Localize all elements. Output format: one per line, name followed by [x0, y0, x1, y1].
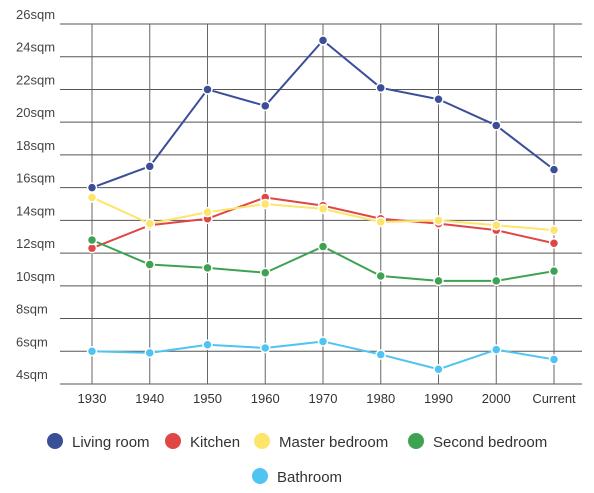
data-point-master-bedroom[interactable]	[260, 198, 271, 210]
data-point-second-bedroom[interactable]	[144, 259, 155, 270]
data-point-master-bedroom[interactable]	[548, 224, 560, 236]
legend-label: Master bedroom	[279, 434, 388, 451]
data-point-living-room[interactable]	[86, 182, 98, 193]
x-tick-label: 1940	[135, 391, 164, 406]
data-point-kitchen[interactable]	[548, 238, 560, 249]
y-tick-label: 14sqm	[16, 203, 55, 218]
data-point-living-room[interactable]	[317, 35, 329, 46]
data-point-master-bedroom[interactable]	[433, 215, 444, 226]
legend-label: Kitchen	[190, 434, 240, 451]
data-point-living-room[interactable]	[375, 82, 386, 94]
legend-swatch	[165, 433, 181, 449]
data-point-bathroom[interactable]	[375, 349, 386, 360]
data-point-living-room[interactable]	[491, 120, 502, 131]
legend-label: Second bedroom	[433, 434, 547, 451]
y-tick-label: 24sqm	[16, 40, 55, 55]
data-point-bathroom[interactable]	[548, 354, 560, 365]
data-point-bathroom[interactable]	[144, 347, 155, 359]
data-point-master-bedroom[interactable]	[491, 220, 502, 231]
legend-item-bathroom[interactable]: Bathroom	[252, 468, 342, 486]
legend: Living room Kitchen Master bedroom Second b…	[47, 433, 547, 486]
data-point-second-bedroom[interactable]	[260, 267, 271, 278]
legend-item-living-room[interactable]: Living room	[47, 433, 150, 451]
data-point-living-room[interactable]	[548, 164, 560, 175]
legend-swatch	[408, 433, 424, 449]
series-second-bedroom	[86, 234, 560, 287]
x-tick-label: 2000	[482, 391, 511, 406]
data-point-bathroom[interactable]	[202, 339, 213, 350]
y-tick-label: 6sqm	[16, 334, 48, 349]
series-living-room	[86, 35, 560, 193]
y-axis-ticks: 4sqm 6sqm 8sqm 10sqm 12sqm 14sqm 16sqm 18sqm 20s…	[16, 7, 55, 382]
data-point-bathroom[interactable]	[491, 344, 502, 355]
legend-item-second-bedroom[interactable]: Second bedroom	[408, 433, 547, 451]
x-tick-label: 1950	[193, 391, 222, 406]
x-tick-label: 1980	[366, 391, 395, 406]
x-tick-label: 1970	[309, 391, 338, 406]
legend-item-master-bedroom[interactable]: Master bedroom	[254, 433, 388, 451]
data-point-second-bedroom[interactable]	[202, 262, 213, 274]
data-point-second-bedroom[interactable]	[317, 241, 329, 252]
data-point-second-bedroom[interactable]	[375, 270, 386, 282]
legend-swatch	[254, 433, 270, 449]
data-point-bathroom[interactable]	[86, 346, 98, 357]
series	[86, 35, 560, 375]
y-tick-label: 10sqm	[16, 269, 55, 284]
legend-swatch	[252, 468, 268, 484]
y-tick-label: 16sqm	[16, 171, 55, 186]
x-axis-ticks: 1930 1940 1950 1960 1970 1980 1990 2000 Current	[78, 391, 577, 406]
data-point-master-bedroom[interactable]	[375, 216, 386, 228]
legend-label: Living room	[72, 434, 150, 451]
x-tick-label: 1960	[251, 391, 280, 406]
data-point-bathroom[interactable]	[317, 336, 329, 347]
y-tick-label: 22sqm	[16, 72, 55, 87]
data-point-master-bedroom[interactable]	[317, 203, 329, 215]
series-bathroom	[86, 336, 560, 375]
y-tick-label: 4sqm	[16, 367, 48, 382]
data-point-living-room[interactable]	[202, 84, 213, 95]
y-tick-label: 8sqm	[16, 302, 48, 317]
legend-swatch	[47, 433, 63, 449]
legend-item-kitchen[interactable]: Kitchen	[165, 433, 240, 451]
data-point-master-bedroom[interactable]	[144, 218, 155, 229]
y-tick-label: 20sqm	[16, 105, 55, 120]
data-point-bathroom[interactable]	[433, 364, 444, 375]
legend-label: Bathroom	[277, 469, 342, 486]
y-tick-label: 26sqm	[16, 7, 55, 22]
series-master-bedroom	[86, 192, 560, 236]
y-tick-label: 18sqm	[16, 138, 55, 153]
x-tick-label: 1990	[424, 391, 453, 406]
data-point-master-bedroom[interactable]	[86, 192, 98, 203]
x-tick-label: Current	[532, 391, 576, 406]
data-point-second-bedroom[interactable]	[491, 275, 502, 287]
data-point-master-bedroom[interactable]	[202, 206, 213, 218]
data-point-living-room[interactable]	[144, 161, 155, 172]
data-point-bathroom[interactable]	[260, 342, 271, 354]
x-tick-label: 1930	[78, 391, 107, 406]
y-tick-label: 12sqm	[16, 236, 55, 251]
data-point-living-room[interactable]	[433, 94, 444, 105]
data-point-second-bedroom[interactable]	[433, 275, 444, 287]
data-point-second-bedroom[interactable]	[548, 265, 560, 277]
data-point-living-room[interactable]	[260, 100, 271, 112]
data-point-second-bedroom[interactable]	[86, 234, 98, 246]
